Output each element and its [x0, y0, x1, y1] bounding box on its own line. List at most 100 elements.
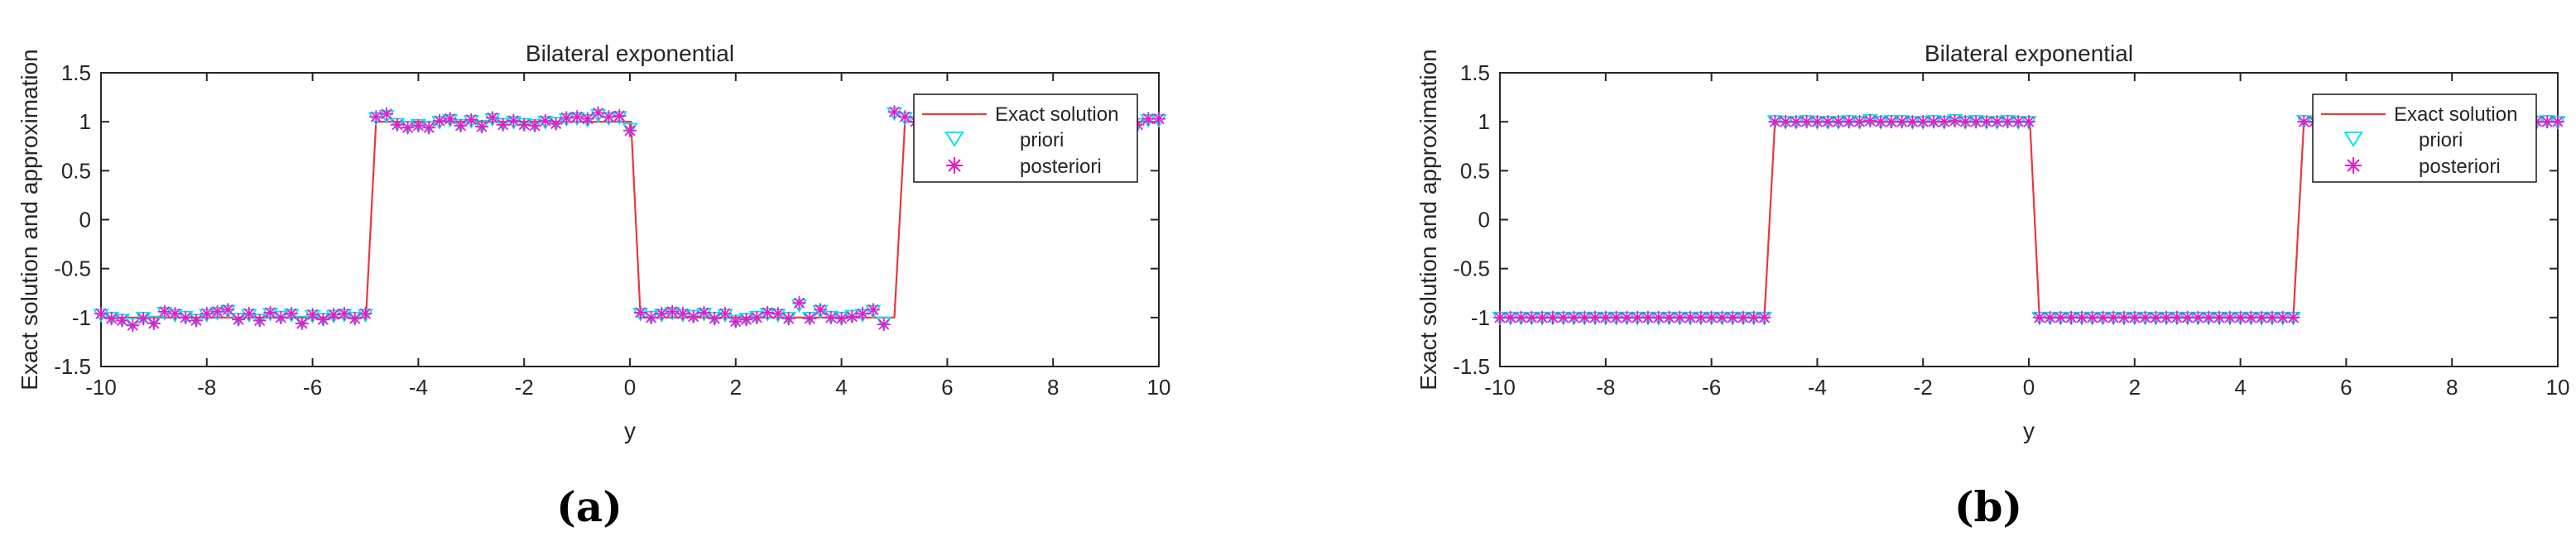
- panel-b-legend-triangle-icon: [2343, 132, 2363, 147]
- panel-a: -10 -8 -6 -4 -2 0 2 4 6 8 10 -1.5 -1 -0.5 0 0.5 1 1.5 Bil…: [17, 41, 1170, 531]
- posteriori-point: [517, 117, 531, 132]
- posteriori-point: [570, 110, 584, 124]
- posteriori-point: [771, 307, 785, 321]
- posteriori-point: [179, 310, 193, 324]
- posteriori-point: [316, 313, 330, 327]
- posteriori-point: [549, 117, 563, 131]
- panel-a-legend-label-posteriori: posteriori: [1020, 156, 1102, 178]
- posteriori-point: [443, 112, 457, 126]
- posteriori-point: [496, 117, 510, 132]
- y-tick-label: -1: [72, 305, 91, 330]
- panel-a-ylabel: Exact solution and approximation: [17, 49, 42, 390]
- posteriori-point: [1842, 115, 1856, 129]
- posteriori-point: [2255, 310, 2269, 324]
- posteriori-point: [432, 113, 446, 127]
- panel-b-legend: Exact solution priori posteriori: [2312, 93, 2537, 183]
- y-tick-label: 1: [79, 109, 91, 134]
- posteriori-point: [147, 316, 161, 330]
- posteriori-point: [708, 312, 722, 326]
- posteriori-point: [803, 312, 817, 326]
- posteriori-point: [411, 118, 425, 132]
- posteriori-point: [623, 123, 637, 137]
- posteriori-point: [1503, 310, 1517, 324]
- posteriori-point: [666, 304, 680, 319]
- panel-b-legend-box: [2312, 93, 2537, 183]
- posteriori-point: [2244, 310, 2258, 324]
- x-tick-label: 8: [2446, 375, 2458, 400]
- y-tick-label: 1.5: [1460, 60, 1490, 85]
- posteriori-point: [507, 113, 521, 127]
- x-tick-label: 0: [624, 375, 636, 400]
- x-tick-label: 0: [2023, 375, 2035, 400]
- posteriori-point: [380, 107, 394, 121]
- posteriori-point: [824, 310, 838, 324]
- posteriori-point: [115, 314, 129, 328]
- posteriori-point: [475, 120, 489, 134]
- posteriori-point: [1810, 115, 1824, 129]
- priori-point: [146, 315, 162, 330]
- posteriori-point: [2054, 310, 2068, 324]
- panel-a-label: (a): [556, 482, 622, 531]
- x-tick-label: 2: [730, 375, 742, 400]
- x-tick-label: 6: [2340, 375, 2352, 400]
- posteriori-point: [1884, 115, 1898, 129]
- posteriori-point: [655, 307, 669, 321]
- posteriori-point: [305, 308, 320, 322]
- exact-solution-line: [1500, 121, 2558, 319]
- y-tick-label: 0: [79, 208, 91, 232]
- panel-a-legend-box: [913, 93, 1138, 183]
- posteriori-point: [1779, 115, 1793, 129]
- posteriori-point: [1694, 310, 1708, 324]
- exact-solution-line: [101, 121, 1159, 319]
- y-tick-label: -0.5: [1453, 256, 1490, 281]
- posteriori-point: [877, 318, 891, 332]
- posteriori-point: [137, 312, 151, 326]
- posteriori-point: [792, 296, 806, 310]
- posteriori-point: [2233, 310, 2247, 324]
- panel-b-ylabel: Exact solution and approximation: [1415, 49, 1441, 390]
- x-tick-label: -6: [303, 375, 322, 400]
- posteriori-point: [464, 113, 478, 127]
- posteriori-point: [602, 110, 616, 124]
- posteriori-point: [2001, 115, 2015, 129]
- posteriori-point: [814, 303, 828, 317]
- panel-a-ticks: -10 -8 -6 -4 -2 0 2 4 6 8 10 -1.5 -1 -0.5 0 0.5 1 1.5: [54, 60, 1170, 400]
- y-tick-label: -1.5: [1453, 354, 1490, 379]
- posteriori-point: [1141, 112, 1156, 126]
- x-tick-label: 10: [1147, 375, 1171, 400]
- x-tick-label: 6: [941, 375, 953, 400]
- posteriori-point: [1578, 310, 1592, 324]
- posteriori-point: [728, 314, 743, 328]
- y-tick-label: -1.5: [54, 354, 91, 379]
- panel-a-legend-label-exact: Exact solution: [995, 103, 1118, 126]
- posteriori-point: [358, 307, 372, 321]
- panel-b-title: Bilateral exponential: [1925, 41, 2133, 66]
- y-tick-label: 0.5: [61, 158, 91, 183]
- x-tick-label: -8: [197, 375, 216, 400]
- posteriori-point: [2127, 310, 2141, 324]
- x-tick-label: -8: [1596, 375, 1615, 400]
- posteriori-point: [1525, 310, 1539, 324]
- posteriori-point: [454, 118, 468, 132]
- posteriori-point: [898, 110, 912, 124]
- posteriori-point: [1757, 310, 1771, 324]
- posteriori-point: [750, 310, 764, 324]
- posteriori-point: [285, 307, 299, 321]
- posteriori-point: [1874, 115, 1888, 129]
- posteriori-point: [1948, 113, 1962, 127]
- posteriori-point: [761, 305, 775, 319]
- posteriori-point: [263, 305, 277, 319]
- x-tick-label: 10: [2546, 375, 2570, 400]
- posteriori-point: [2043, 310, 2057, 324]
- posteriori-point: [2551, 115, 2564, 129]
- panel-b-ticks: -10 -8 -6 -4 -2 0 2 4 6 8 10 -1.5 -1 -0.5 0 0.5 1 1.5: [1453, 60, 2569, 400]
- priori-point: [294, 315, 310, 330]
- posteriori-point: [1937, 115, 1951, 129]
- panel-a-xlabel: y: [624, 418, 636, 443]
- posteriori-point: [2022, 115, 2035, 129]
- panel-a-legend-asterisk-icon: [946, 157, 963, 174]
- x-tick-label: -2: [515, 375, 534, 400]
- posteriori-point: [591, 106, 605, 120]
- posteriori-point: [199, 307, 214, 321]
